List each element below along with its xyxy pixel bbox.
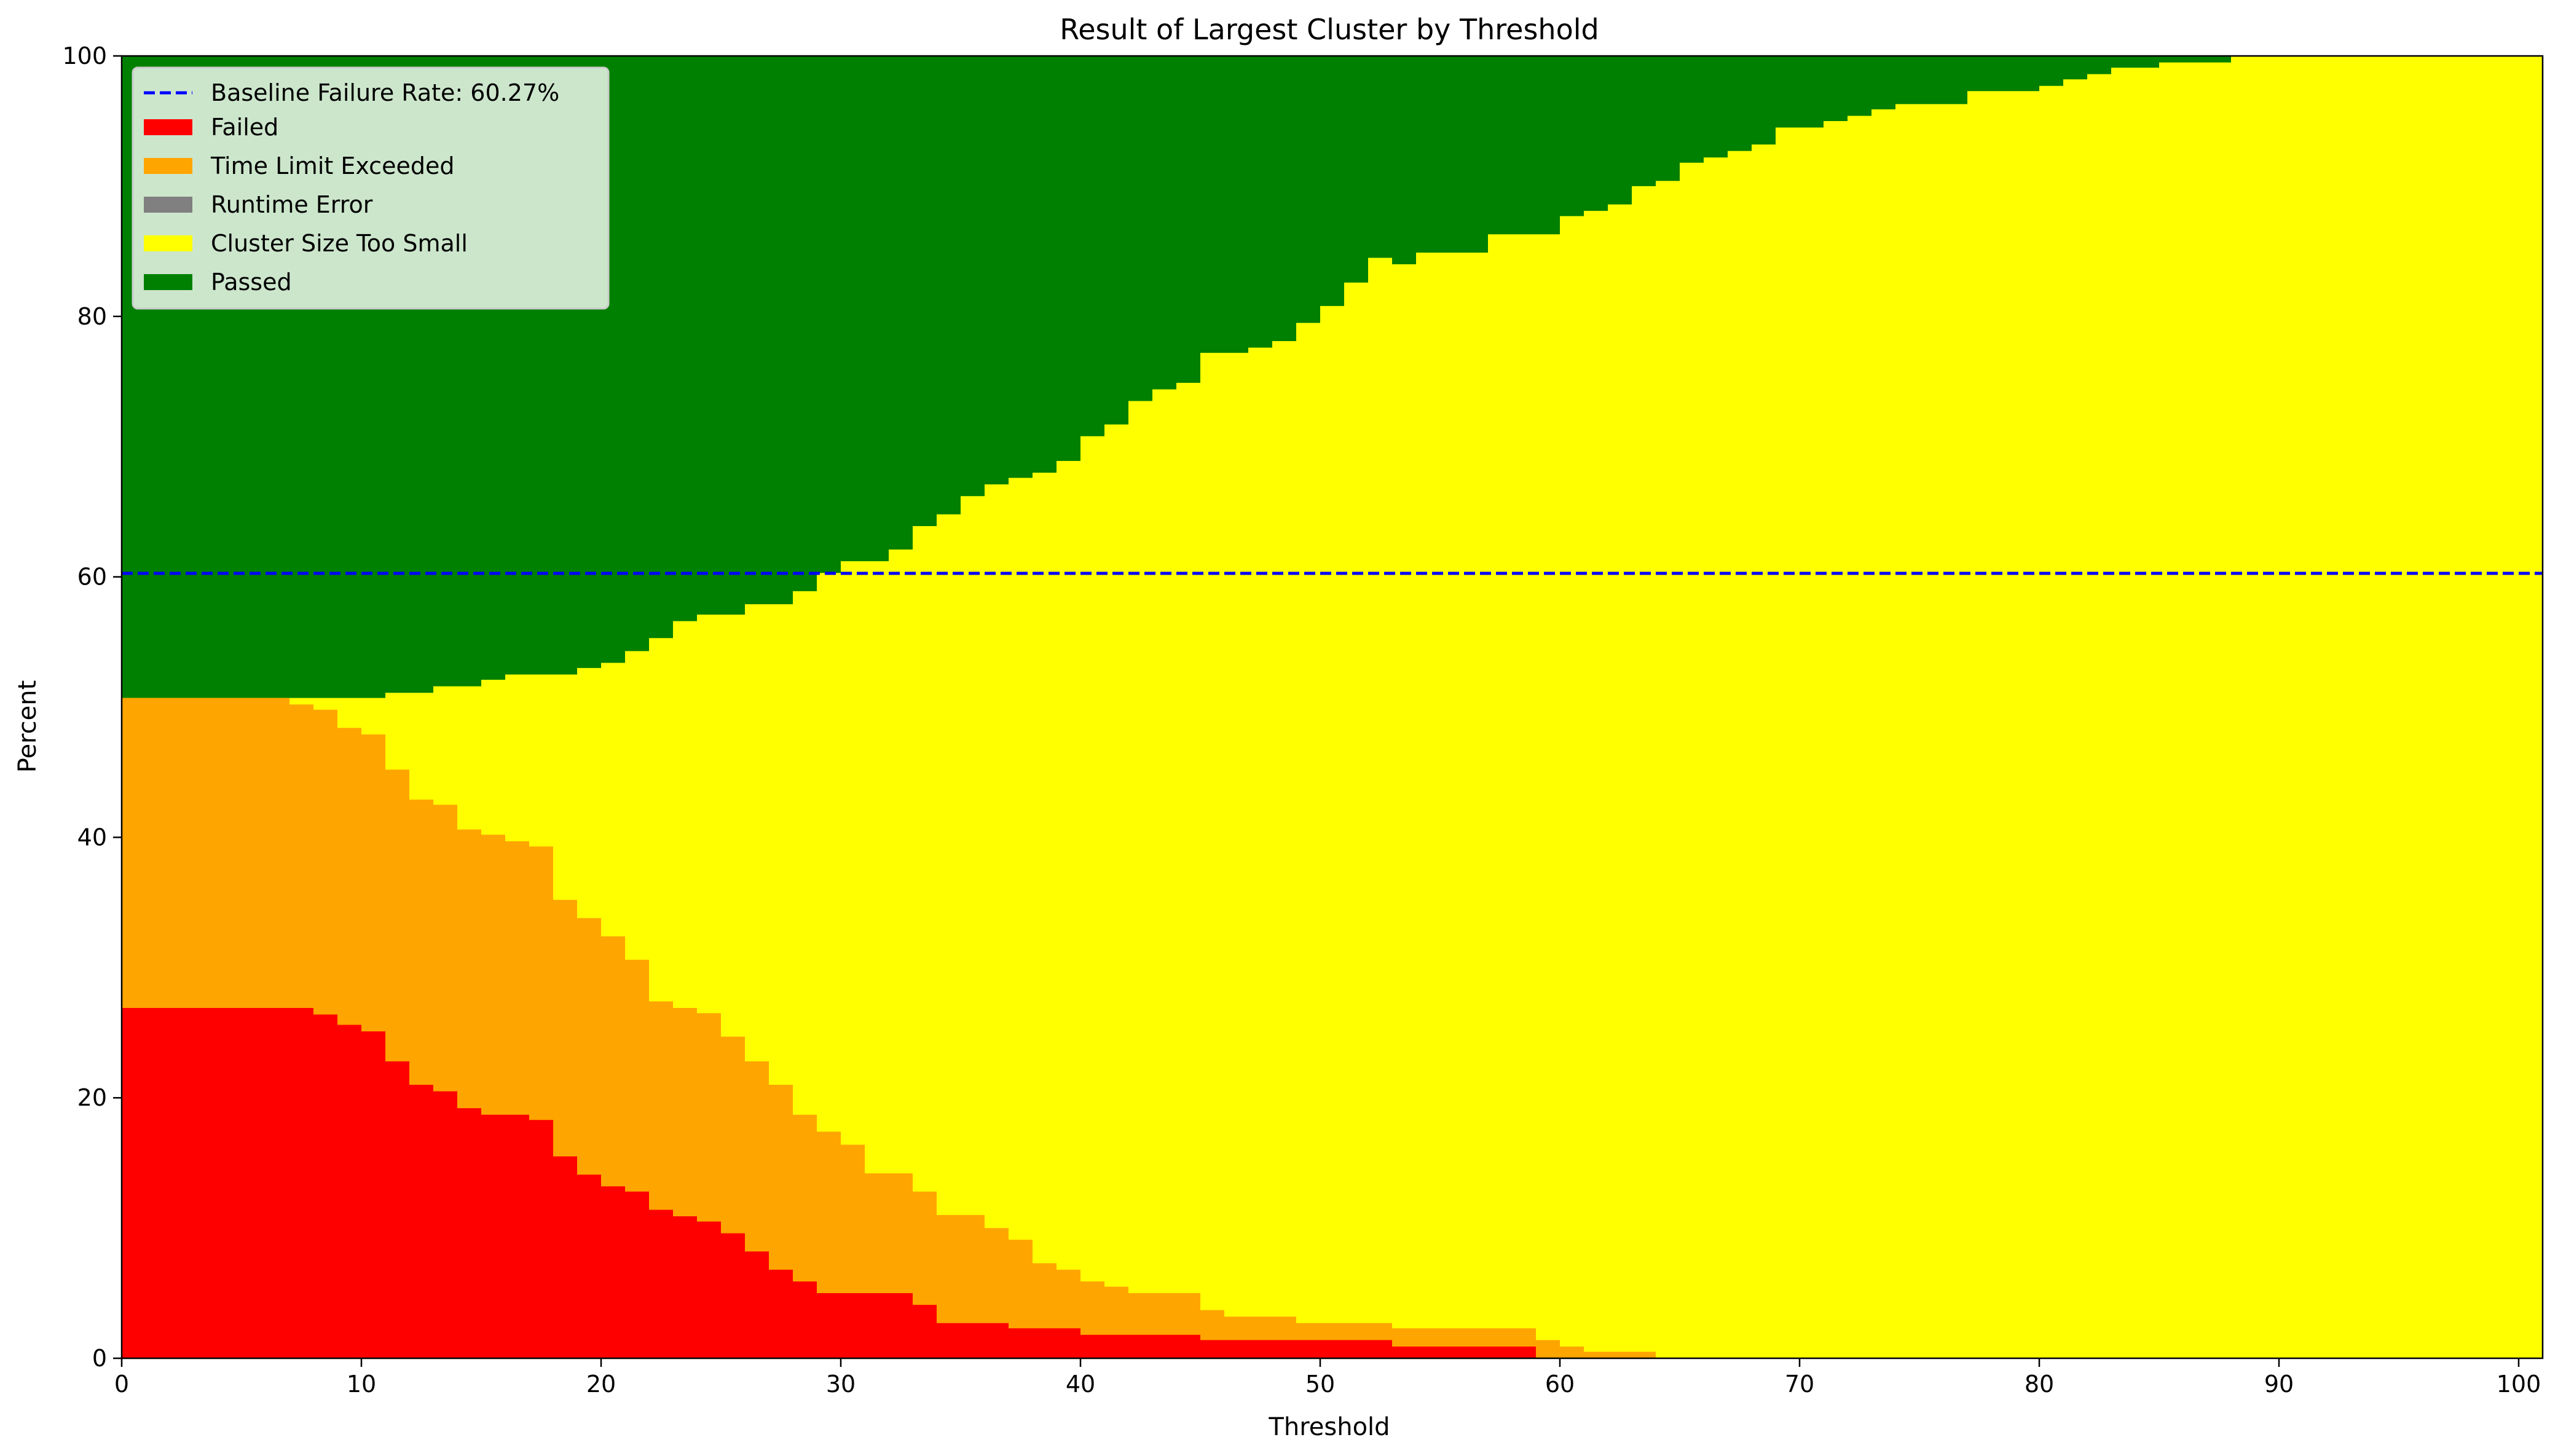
axes: 0 10 20 30 40 50 60 70 80 90 100 0 20 40 60 80 100 — [62, 42, 2544, 1398]
area-cluster-size-too-small — [122, 56, 2543, 1358]
x-tick-label: 10 — [347, 1371, 376, 1398]
legend: Baseline Failure Rate: 60.27% Failed Tim… — [132, 66, 610, 310]
y-tick-label: 40 — [77, 824, 107, 851]
x-axis-label: Threshold — [1268, 1413, 1390, 1441]
y-tick-label: 20 — [77, 1084, 107, 1111]
x-tick-label: 20 — [586, 1371, 616, 1398]
x-tick-label: 70 — [1785, 1371, 1814, 1398]
legend-swatch-runtime-error — [144, 197, 192, 213]
x-tick-label: 90 — [2264, 1371, 2294, 1398]
legend-label-passed: Passed — [211, 269, 292, 296]
y-tick-label: 80 — [77, 303, 107, 330]
y-tick-label: 60 — [77, 564, 107, 591]
x-tick-label: 50 — [1305, 1371, 1335, 1398]
legend-swatch-passed — [144, 274, 192, 290]
x-tick-label: 100 — [2497, 1371, 2541, 1398]
chart-title: Result of Largest Cluster by Threshold — [1060, 13, 1599, 46]
y-tick-label: 100 — [62, 42, 107, 69]
y-axis-label: Percent — [14, 680, 42, 773]
legend-swatch-failed — [144, 119, 192, 135]
axes-frame — [120, 55, 2544, 1360]
legend-swatch-cluster-size-too-small — [144, 235, 192, 251]
area-time-limit-exceeded — [122, 698, 2543, 1358]
legend-label-time-limit-exceeded: Time Limit Exceeded — [210, 152, 454, 179]
area-failed — [122, 1007, 2543, 1358]
x-tick-label: 30 — [826, 1371, 856, 1398]
x-tick-label: 80 — [2025, 1371, 2054, 1398]
y-tick-label: 0 — [92, 1345, 107, 1372]
legend-label-cluster-size-too-small: Cluster Size Too Small — [211, 230, 468, 257]
x-tick-label: 60 — [1545, 1371, 1575, 1398]
x-tick-label: 40 — [1066, 1371, 1095, 1398]
legend-swatch-time-limit-exceeded — [144, 158, 192, 174]
x-tick-label: 0 — [114, 1371, 129, 1398]
plot-area — [122, 56, 2543, 1358]
legend-label-failed: Failed — [211, 114, 278, 141]
legend-label-baseline: Baseline Failure Rate: 60.27% — [211, 79, 559, 106]
legend-label-runtime-error: Runtime Error — [211, 191, 373, 218]
legend-frame — [132, 66, 610, 310]
